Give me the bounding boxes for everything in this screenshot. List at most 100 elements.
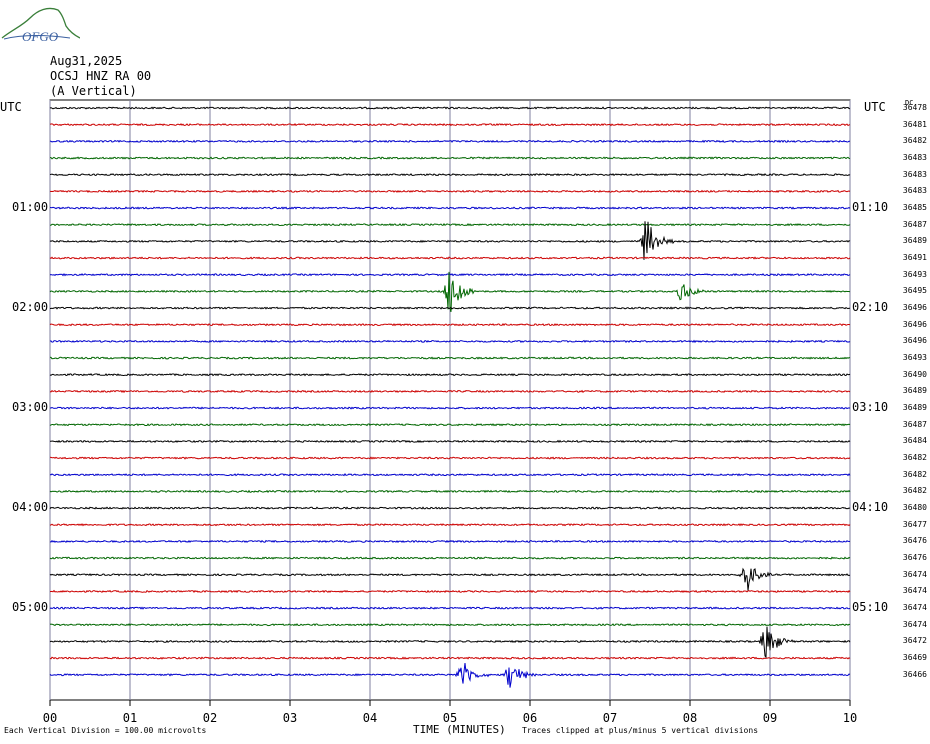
trace-line xyxy=(49,606,851,610)
dc-offset-label: 36472 xyxy=(902,636,927,646)
dc-offset-label: 36474 xyxy=(902,569,927,579)
right-time-label: 04:10 xyxy=(852,500,889,515)
trace-line xyxy=(49,626,851,659)
dc-offset-label: 36476 xyxy=(902,536,927,546)
dc-offset-label: 36477 xyxy=(902,519,927,529)
station-label: OCSJ HNZ RA 00 xyxy=(50,69,152,83)
x-tick-label: 05 xyxy=(442,711,458,725)
dc-offset-label: 36482 xyxy=(902,469,927,479)
dc-offset-label: 36487 xyxy=(902,419,927,429)
trace-line xyxy=(49,589,851,594)
dc-offset-label: 36466 xyxy=(902,669,927,679)
dc-offset-label: 36495 xyxy=(902,286,927,296)
dc-offset-label: 36474 xyxy=(902,603,927,613)
dc-offset-label: 36483 xyxy=(902,153,927,162)
trace-line xyxy=(49,656,851,660)
dc-offset-label: 36496 xyxy=(902,303,927,313)
right-time-label: 02:10 xyxy=(852,300,889,315)
dc-offset-label: 36493 xyxy=(902,269,927,279)
trace-line xyxy=(49,439,851,444)
x-tick-label: 07 xyxy=(602,711,618,725)
trace-line xyxy=(49,539,851,543)
dc-offset-label: 36491 xyxy=(902,253,927,263)
x-axis-label: TIME (MINUTES) xyxy=(413,723,506,736)
trace-line xyxy=(49,272,851,277)
trace-line xyxy=(49,222,851,227)
trace-line xyxy=(49,473,851,477)
trace-line xyxy=(49,623,851,627)
trace-line xyxy=(49,306,851,310)
dc-offset-label: 36482 xyxy=(902,453,927,463)
dc-offset-label: 36489 xyxy=(902,386,927,396)
dc-offset-label: 36482 xyxy=(902,486,927,496)
trace-line xyxy=(49,139,850,143)
dc-offset-label: 36489 xyxy=(902,403,927,413)
clip-note: Traces clipped at plus/minus 5 vertical … xyxy=(522,726,759,735)
component-label: (A Vertical) xyxy=(50,84,137,98)
right-time-label: 01:10 xyxy=(852,200,889,215)
left-time-label: 03:00 xyxy=(12,400,49,415)
trace-line xyxy=(49,662,851,688)
trace-line xyxy=(49,523,851,527)
dc-offset-label: 36484 xyxy=(902,436,927,446)
trace-line xyxy=(49,173,851,177)
dc-offset-label: 36489 xyxy=(902,236,927,246)
dc-offset-label: 36496 xyxy=(902,336,927,346)
dc-offset-label: 36478 xyxy=(902,103,927,112)
trace-line xyxy=(49,356,851,360)
trace-line xyxy=(49,206,851,210)
trace-line xyxy=(49,423,851,427)
left-time-label: 02:00 xyxy=(12,300,49,315)
dc-offset-label: 36490 xyxy=(902,369,927,379)
dc-offset-label: 36480 xyxy=(902,503,927,513)
x-tick-label: 10 xyxy=(842,711,858,725)
trace-line xyxy=(49,271,851,312)
logo-text: OFGO xyxy=(22,29,59,44)
dc-offset-label: 36481 xyxy=(902,119,927,129)
trace-line xyxy=(49,556,851,560)
dc-offset-label: 36482 xyxy=(902,136,927,146)
scale-note: Each Vertical Division = 100.00 microvol… xyxy=(4,726,207,735)
dc-offset-label: 36469 xyxy=(902,653,927,663)
x-tick-label: 04 xyxy=(362,711,378,725)
x-tick-label: 09 xyxy=(762,711,778,725)
x-tick-label: 02 xyxy=(202,711,218,725)
trace-line xyxy=(49,123,851,127)
trace-line xyxy=(49,456,851,460)
dc-offset-label: 36474 xyxy=(902,619,927,629)
right-time-label: 03:10 xyxy=(852,400,889,415)
right-time-label: 05:10 xyxy=(852,600,889,615)
dc-offset-label: 36487 xyxy=(902,219,927,229)
x-tick-label: 08 xyxy=(682,711,698,725)
trace-line xyxy=(49,506,851,510)
trace-line xyxy=(49,221,851,260)
left-utc-title: UTC xyxy=(0,100,22,114)
x-tick-label: 03 xyxy=(282,711,298,725)
left-time-label: 04:00 xyxy=(12,500,49,515)
left-time-label: 05:00 xyxy=(12,600,49,615)
trace-line xyxy=(49,339,851,344)
dc-offset-label: 36493 xyxy=(902,353,927,363)
trace-line xyxy=(50,156,851,160)
ofgo-logo: OFGO xyxy=(1,7,80,44)
dc-offset-label: 36496 xyxy=(902,319,927,329)
trace-line xyxy=(49,256,851,260)
x-tick-label: 06 xyxy=(522,711,538,725)
trace-line xyxy=(49,323,851,327)
dc-offset-label: 36474 xyxy=(902,586,927,596)
trace-line xyxy=(49,106,851,110)
x-tick-label: 00 xyxy=(42,711,58,725)
trace-line xyxy=(49,373,851,377)
dc-offset-label: 36476 xyxy=(902,553,927,563)
dc-offset-label: 36483 xyxy=(902,169,927,179)
dc-offset-label: 36485 xyxy=(902,203,927,213)
x-tick-label: 01 xyxy=(122,711,138,725)
trace-line xyxy=(49,389,851,394)
dc-title: DC xyxy=(905,99,914,107)
right-utc-title: UTC xyxy=(864,100,886,114)
trace-line xyxy=(49,489,851,494)
trace-line xyxy=(50,406,851,410)
trace-line xyxy=(49,189,851,193)
dc-offset-label: 36483 xyxy=(902,186,927,196)
